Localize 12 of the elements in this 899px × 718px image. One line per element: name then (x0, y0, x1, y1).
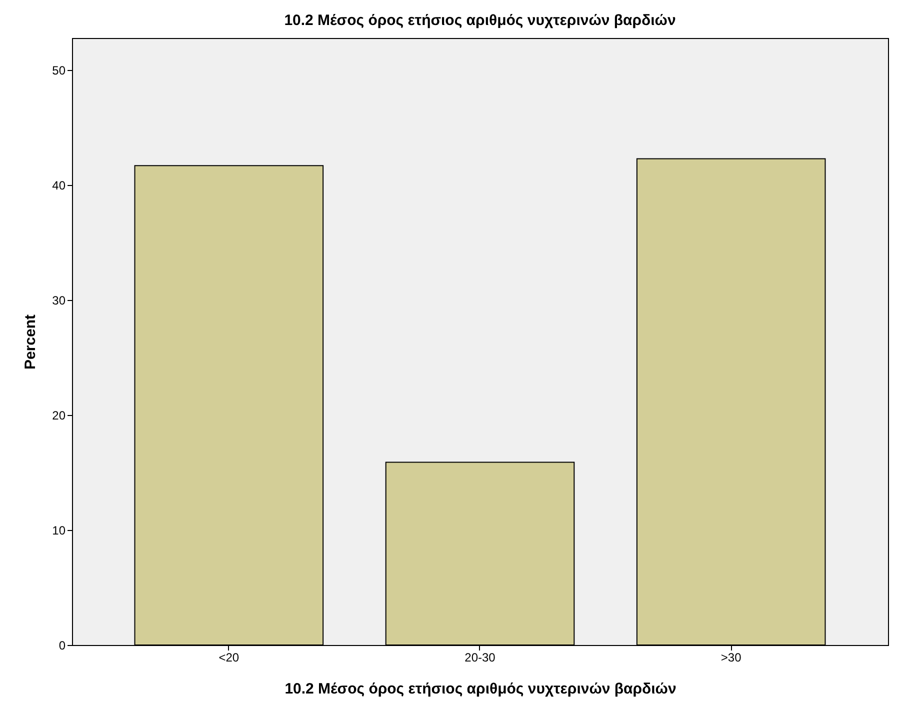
y-tick-label: 0 (58, 638, 66, 652)
chart-title: 10.2 Μέσος όρος ετήσιος αριθμός νυχτερινών βαρδιών (284, 12, 676, 29)
x-tick-label: <20 (218, 650, 240, 664)
y-tick-label: 10 (52, 524, 66, 538)
y-tick-label: 50 (52, 64, 66, 78)
y-tick-label: 20 (52, 408, 66, 423)
x-tick-label: >30 (720, 650, 742, 664)
y-tick-label: 30 (52, 294, 66, 308)
y-tick-label: 40 (52, 178, 66, 193)
y-axis-title: Percent (22, 314, 40, 370)
x-tick-label: 20-30 (464, 650, 496, 664)
x-axis-title: 10.2 Μέσος όρος ετήσιος αριθμός νυχτερινών βαρδιών (284, 680, 676, 698)
